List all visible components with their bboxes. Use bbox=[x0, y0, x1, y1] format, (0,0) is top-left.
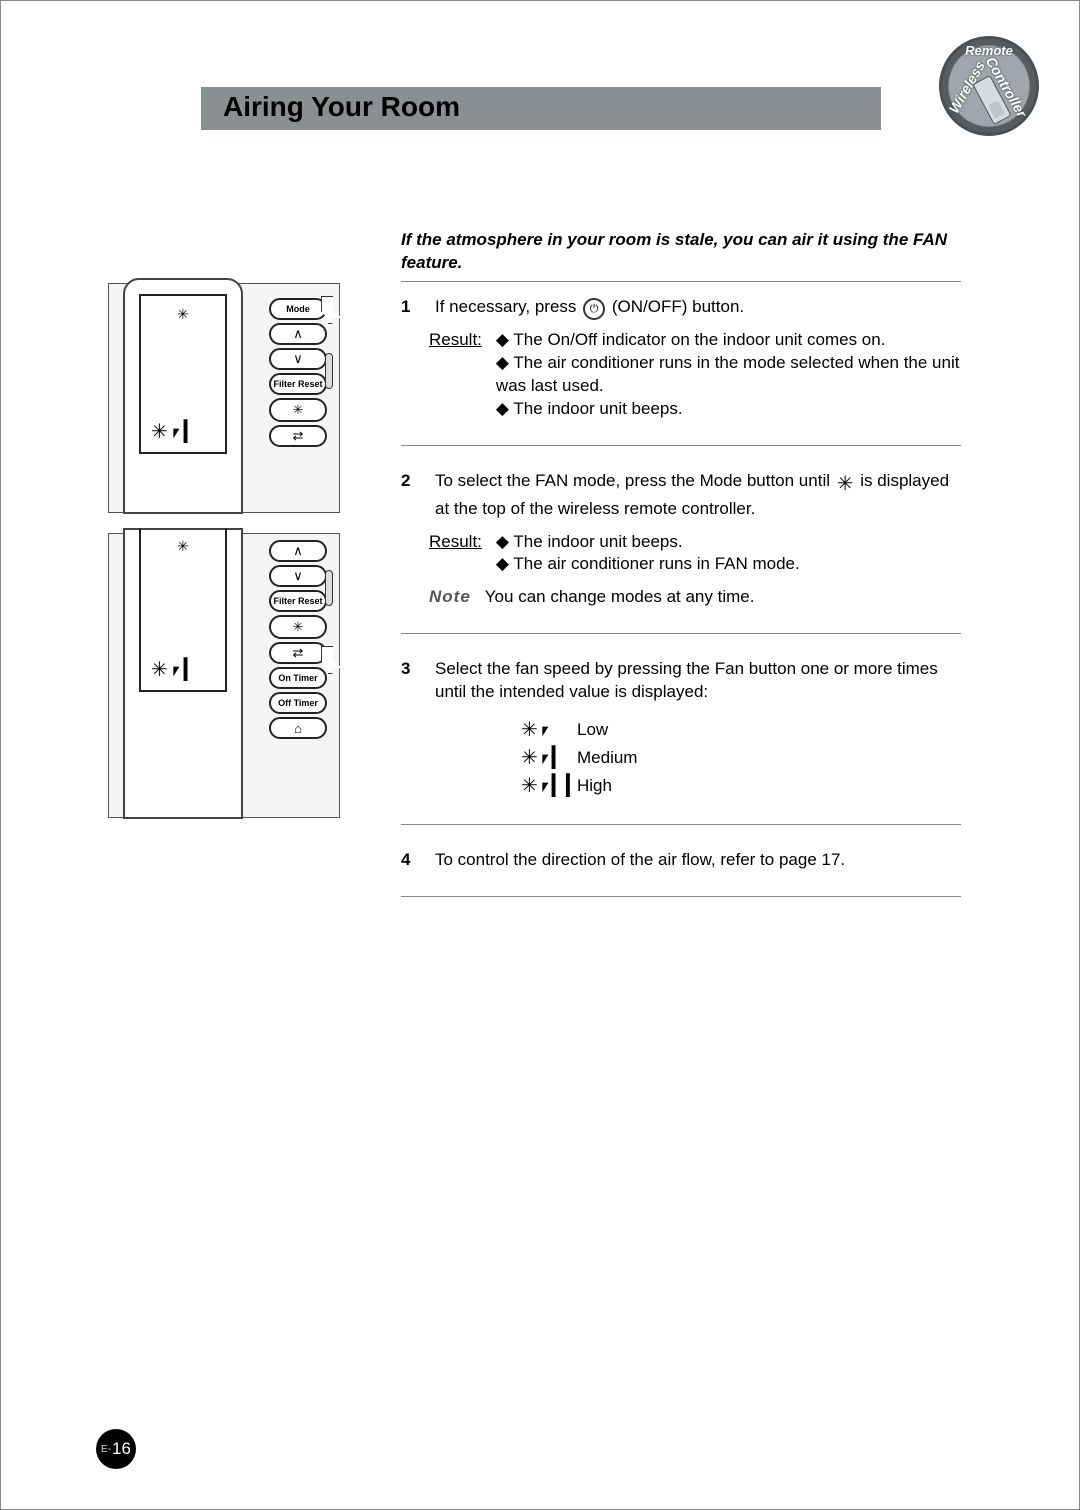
fan-speed-label: Medium bbox=[577, 747, 637, 770]
result-label: Result: bbox=[429, 329, 482, 421]
badge-top-text: Remote bbox=[942, 43, 1036, 58]
remote-figure-1: ✳ ✳⎖▎ Mode ∧ ∨ Filter Reset ✳ ⇄ bbox=[108, 283, 340, 513]
step-number: 1 bbox=[401, 296, 419, 319]
off-timer-button: Off Timer bbox=[269, 692, 327, 714]
result-item: The indoor unit beeps. bbox=[496, 531, 800, 554]
wireless-remote-badge: Remote Wireless Controller bbox=[939, 36, 1049, 141]
button-column-1: Mode ∧ ∨ Filter Reset ✳ ⇄ bbox=[263, 298, 333, 447]
on-timer-button: On Timer bbox=[269, 667, 327, 689]
down-button: ∨ bbox=[269, 565, 327, 587]
divider bbox=[401, 824, 961, 825]
swing-button: ⇄ bbox=[269, 642, 327, 664]
step-2: 2 To select the FAN mode, press the Mode… bbox=[401, 470, 961, 521]
step2-note: Note You can change modes at any time. bbox=[429, 586, 961, 609]
step-number: 3 bbox=[401, 658, 419, 704]
fan-low-icon: ✳⎖ bbox=[521, 717, 557, 744]
result-label: Result: bbox=[429, 531, 482, 577]
result-item: The indoor unit beeps. bbox=[496, 398, 961, 421]
remote-figure-2: ✳ ✳⎖▎ ∧ ∨ Filter Reset ✳ ⇄ On Timer Off … bbox=[108, 533, 340, 818]
step4-text: To control the direction of the air flow… bbox=[435, 849, 961, 872]
lcd-mode-icon: ✳ bbox=[177, 306, 189, 323]
fan-high-icon: ✳⎖▎▎ bbox=[521, 773, 557, 800]
lcd-fan-icon: ✳⎖▎ bbox=[151, 419, 199, 444]
intro-text: If the atmosphere in your room is stale,… bbox=[401, 229, 961, 282]
thermo-icon bbox=[325, 570, 333, 606]
result-item: The On/Off indicator on the indoor unit … bbox=[496, 329, 961, 352]
step1-text-after: (ON/OFF) button. bbox=[612, 297, 744, 316]
step-4: 4 To control the direction of the air fl… bbox=[401, 849, 961, 872]
button-column-2: ∧ ∨ Filter Reset ✳ ⇄ On Timer Off Timer … bbox=[263, 540, 333, 739]
up-button: ∧ bbox=[269, 540, 327, 562]
instructions: If the atmosphere in your room is stale,… bbox=[401, 229, 961, 921]
result-item: The air conditioner runs in the mode sel… bbox=[496, 352, 961, 398]
step-1: 1 If necessary, press ⏻ (ON/OFF) button. bbox=[401, 296, 961, 319]
fan-button: ✳ bbox=[269, 615, 327, 639]
thermo-icon bbox=[325, 353, 333, 389]
step-number: 4 bbox=[401, 849, 419, 872]
divider bbox=[401, 445, 961, 446]
page-title: Airing Your Room bbox=[201, 87, 881, 127]
step2-result: Result: The indoor unit beeps. The air c… bbox=[429, 531, 961, 577]
step-3: 3 Select the fan speed by pressing the F… bbox=[401, 658, 961, 704]
page-number-badge: E- 16 bbox=[96, 1429, 136, 1469]
divider bbox=[401, 896, 961, 897]
down-button: ∨ bbox=[269, 348, 327, 370]
document-page: Remote Wireless Controller Airing Your R… bbox=[0, 0, 1080, 1510]
fan-button: ✳ bbox=[269, 398, 327, 422]
fan-speed-high: ✳⎖▎▎ High bbox=[521, 772, 961, 800]
fan-speed-low: ✳⎖ Low bbox=[521, 716, 961, 744]
note-text: You can change modes at any time. bbox=[485, 586, 755, 609]
fan-speed-label: High bbox=[577, 775, 612, 798]
power-icon: ⏻ bbox=[583, 298, 605, 320]
power-button: ⌂ bbox=[269, 717, 327, 739]
step-number: 2 bbox=[401, 470, 419, 521]
page-number-prefix: E- bbox=[101, 1444, 111, 1455]
fan-speed-label: Low bbox=[577, 719, 608, 742]
swing-button: ⇄ bbox=[269, 425, 327, 447]
step2-text-before: To select the FAN mode, press the Mode b… bbox=[435, 471, 835, 490]
fan-mode-icon: ✳ bbox=[837, 471, 854, 498]
step1-text-before: If necessary, press bbox=[435, 297, 581, 316]
mode-button: Mode bbox=[269, 298, 327, 320]
figure-column: ✳ ✳⎖▎ Mode ∧ ∨ Filter Reset ✳ ⇄ ✳ bbox=[108, 283, 340, 818]
fan-speed-list: ✳⎖ Low ✳⎖▎ Medium ✳⎖▎▎ High bbox=[521, 716, 961, 800]
step3-text: Select the fan speed by pressing the Fan… bbox=[435, 658, 961, 704]
fan-medium-icon: ✳⎖▎ bbox=[521, 745, 557, 772]
fan-speed-medium: ✳⎖▎ Medium bbox=[521, 744, 961, 772]
divider bbox=[401, 633, 961, 634]
result-item: The air conditioner runs in FAN mode. bbox=[496, 553, 800, 576]
up-button: ∧ bbox=[269, 323, 327, 345]
filter-reset-button: Filter Reset bbox=[269, 590, 327, 612]
lcd-mode-icon: ✳ bbox=[177, 538, 189, 555]
lcd-fan-icon: ✳⎖▎ bbox=[151, 657, 199, 682]
note-label: Note bbox=[429, 586, 471, 609]
page-number: 16 bbox=[112, 1439, 131, 1459]
filter-reset-button: Filter Reset bbox=[269, 373, 327, 395]
step1-result: Result: The On/Off indicator on the indo… bbox=[429, 329, 961, 421]
